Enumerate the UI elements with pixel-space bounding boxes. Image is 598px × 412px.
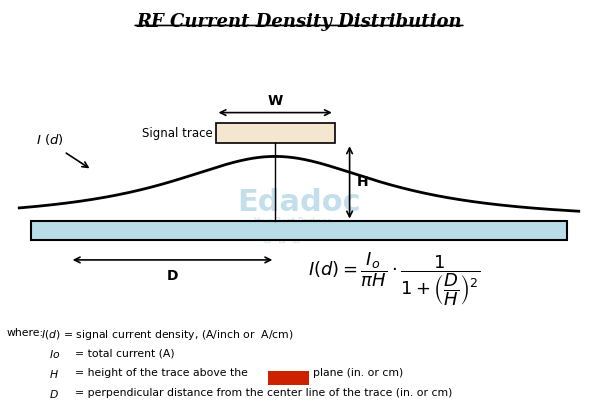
Text: $I\ (d)$: $I\ (d)$ bbox=[36, 132, 64, 147]
Bar bbox=[268, 371, 309, 385]
Text: where:: where: bbox=[6, 328, 43, 338]
Text: 達  科  技: 達 科 技 bbox=[264, 231, 300, 244]
Text: $H$: $H$ bbox=[49, 368, 59, 380]
Text: Edadoc: Edadoc bbox=[237, 188, 361, 217]
Text: = height of the trace above the: = height of the trace above the bbox=[75, 368, 248, 378]
Text: Your Best Partner: Your Best Partner bbox=[253, 218, 331, 226]
Text: Signal trace: Signal trace bbox=[142, 127, 213, 140]
Text: H: H bbox=[357, 176, 368, 190]
Text: D: D bbox=[167, 269, 178, 283]
Text: W: W bbox=[267, 94, 283, 108]
Text: $D$: $D$ bbox=[49, 389, 59, 400]
Bar bbox=[216, 123, 335, 143]
Text: = perpendicular distance from the center line of the trace (in. or cm): = perpendicular distance from the center… bbox=[75, 389, 452, 398]
Text: plane (in. or cm): plane (in. or cm) bbox=[313, 368, 403, 378]
Text: $I(d) = \dfrac{I_o}{\pi H} \cdot \dfrac{1}{1+\left(\dfrac{D}{H}\right)^2}$: $I(d) = \dfrac{I_o}{\pi H} \cdot \dfrac{… bbox=[308, 251, 480, 308]
Text: = total current (A): = total current (A) bbox=[75, 348, 174, 358]
Text: $I(d)$ = signal current density, (A/inch or  A/cm): $I(d)$ = signal current density, (A/inch… bbox=[41, 328, 294, 342]
Bar bbox=[31, 221, 567, 240]
Text: RF Current Density Distribution: RF Current Density Distribution bbox=[136, 14, 462, 31]
Text: $Io$: $Io$ bbox=[49, 348, 60, 360]
